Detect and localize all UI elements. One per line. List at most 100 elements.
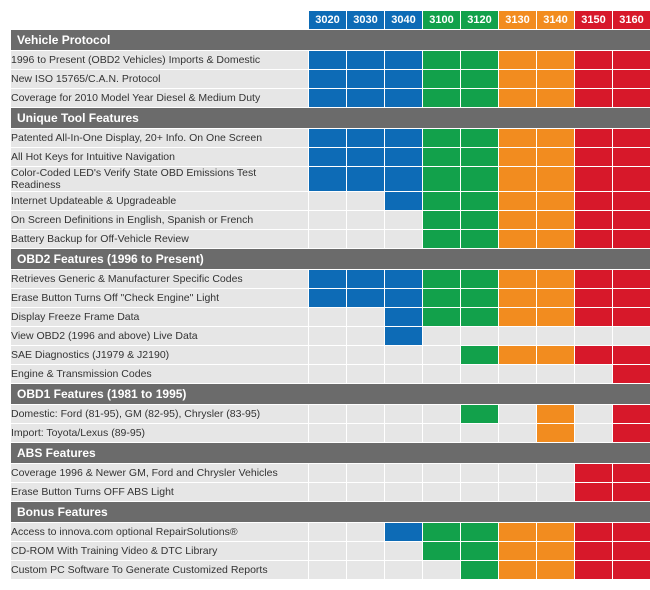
- feature-cell: [347, 464, 384, 482]
- feature-label: Custom PC Software To Generate Customize…: [11, 561, 308, 579]
- feature-cell: [385, 270, 422, 288]
- feature-row: CD-ROM With Training Video & DTC Library: [11, 542, 650, 560]
- section-header: ABS Features: [11, 443, 650, 463]
- feature-cell: [385, 129, 422, 147]
- feature-cell: [613, 365, 650, 383]
- feature-cell: [385, 483, 422, 501]
- comparison-table: 302030303040310031203130314031503160 Veh…: [10, 10, 650, 580]
- feature-cell: [537, 483, 574, 501]
- feature-cell: [499, 327, 536, 345]
- header-empty-cell: [11, 11, 308, 29]
- feature-cell: [613, 483, 650, 501]
- feature-label: Engine & Transmission Codes: [11, 365, 308, 383]
- feature-cell: [385, 542, 422, 560]
- feature-cell: [309, 51, 346, 69]
- feature-row: New ISO 15765/C.A.N. Protocol: [11, 70, 650, 88]
- feature-cell: [461, 327, 498, 345]
- table-body: Vehicle Protocol1996 to Present (OBD2 Ve…: [11, 30, 650, 579]
- feature-cell: [309, 523, 346, 541]
- feature-row: 1996 to Present (OBD2 Vehicles) Imports …: [11, 51, 650, 69]
- feature-label: Color-Coded LED's Verify State OBD Emiss…: [11, 167, 308, 191]
- feature-cell: [385, 365, 422, 383]
- product-header-3120: 3120: [461, 11, 498, 29]
- feature-cell: [537, 230, 574, 248]
- feature-cell: [423, 129, 460, 147]
- feature-cell: [575, 483, 612, 501]
- feature-cell: [575, 211, 612, 229]
- feature-cell: [613, 542, 650, 560]
- feature-cell: [385, 424, 422, 442]
- feature-cell: [423, 483, 460, 501]
- feature-row: Domestic: Ford (81-95), GM (82-95), Chry…: [11, 405, 650, 423]
- feature-cell: [385, 464, 422, 482]
- feature-cell: [423, 308, 460, 326]
- feature-cell: [423, 270, 460, 288]
- feature-cell: [613, 523, 650, 541]
- feature-cell: [309, 561, 346, 579]
- feature-cell: [347, 346, 384, 364]
- feature-cell: [499, 561, 536, 579]
- feature-label: CD-ROM With Training Video & DTC Library: [11, 542, 308, 560]
- feature-label: Erase Button Turns OFF ABS Light: [11, 483, 308, 501]
- feature-cell: [613, 346, 650, 364]
- feature-cell: [537, 561, 574, 579]
- feature-cell: [499, 270, 536, 288]
- feature-cell: [309, 346, 346, 364]
- feature-label: Access to innova.com optional RepairSolu…: [11, 523, 308, 541]
- feature-cell: [423, 523, 460, 541]
- section-title: Unique Tool Features: [11, 108, 650, 128]
- feature-cell: [461, 89, 498, 107]
- feature-cell: [385, 327, 422, 345]
- feature-cell: [423, 327, 460, 345]
- feature-cell: [347, 129, 384, 147]
- feature-cell: [499, 542, 536, 560]
- feature-cell: [461, 424, 498, 442]
- feature-cell: [423, 405, 460, 423]
- product-header-3020: 3020: [309, 11, 346, 29]
- feature-cell: [613, 192, 650, 210]
- feature-cell: [385, 308, 422, 326]
- feature-row: Erase Button Turns OFF ABS Light: [11, 483, 650, 501]
- feature-label: On Screen Definitions in English, Spanis…: [11, 211, 308, 229]
- product-header-3130: 3130: [499, 11, 536, 29]
- feature-cell: [347, 561, 384, 579]
- feature-cell: [537, 464, 574, 482]
- feature-cell: [461, 289, 498, 307]
- feature-cell: [499, 483, 536, 501]
- feature-cell: [423, 51, 460, 69]
- section-header: OBD2 Features (1996 to Present): [11, 249, 650, 269]
- feature-cell: [309, 70, 346, 88]
- product-header-3040: 3040: [385, 11, 422, 29]
- feature-cell: [423, 542, 460, 560]
- section-header: Unique Tool Features: [11, 108, 650, 128]
- feature-cell: [613, 230, 650, 248]
- feature-cell: [613, 561, 650, 579]
- feature-cell: [385, 148, 422, 166]
- feature-cell: [461, 464, 498, 482]
- feature-cell: [423, 424, 460, 442]
- feature-cell: [499, 464, 536, 482]
- feature-cell: [537, 51, 574, 69]
- feature-cell: [575, 129, 612, 147]
- section-header: OBD1 Features (1981 to 1995): [11, 384, 650, 404]
- feature-cell: [537, 346, 574, 364]
- feature-row: Engine & Transmission Codes: [11, 365, 650, 383]
- feature-cell: [575, 523, 612, 541]
- feature-label: Domestic: Ford (81-95), GM (82-95), Chry…: [11, 405, 308, 423]
- feature-cell: [499, 346, 536, 364]
- feature-cell: [423, 289, 460, 307]
- feature-cell: [575, 167, 612, 191]
- product-header-3100: 3100: [423, 11, 460, 29]
- feature-cell: [575, 327, 612, 345]
- section-title: Bonus Features: [11, 502, 650, 522]
- product-header-3140: 3140: [537, 11, 574, 29]
- feature-cell: [537, 289, 574, 307]
- feature-cell: [613, 424, 650, 442]
- feature-cell: [537, 89, 574, 107]
- feature-cell: [613, 270, 650, 288]
- product-header-3030: 3030: [347, 11, 384, 29]
- feature-cell: [613, 89, 650, 107]
- feature-cell: [537, 192, 574, 210]
- feature-row: Coverage for 2010 Model Year Diesel & Me…: [11, 89, 650, 107]
- feature-cell: [613, 327, 650, 345]
